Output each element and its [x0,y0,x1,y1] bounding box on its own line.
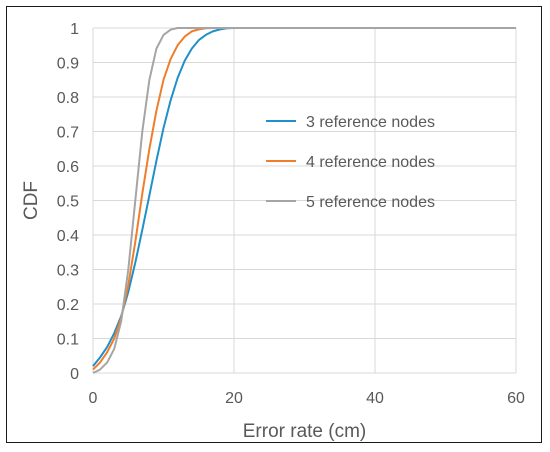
x-tick-label: 20 [225,390,243,407]
series-line-5-nodes [92,27,516,374]
x-tick-labels: 0 20 40 60 [89,390,525,407]
y-tick-label: 0.4 [57,228,79,245]
legend-label: 4 reference nodes [306,154,435,171]
x-axis-title: Error rate (cm) [243,421,367,442]
y-tick-label: 0.6 [57,159,79,176]
series-lines [92,27,516,374]
y-tick-label: 0.1 [57,332,79,349]
x-tick-label: 60 [507,390,525,407]
y-tick-label: 0.3 [57,263,79,280]
y-axis-title: CDF [21,181,42,220]
y-tick-label: 0.2 [57,297,79,314]
series-line-3-nodes [92,27,516,367]
y-gridlines [93,27,516,374]
x-tick-label: 40 [366,390,384,407]
legend: 3 reference nodes 4 reference nodes 5 refe… [266,114,435,211]
legend-label: 3 reference nodes [306,114,435,131]
cdf-chart: 0 0.1 0.2 0.3 0.4 0.5 0.6 0.7 0.8 0.9 1 0 20 40 60 3 … [21,21,525,442]
series-line-4-nodes [92,27,516,371]
x-tick-label: 0 [89,390,98,407]
y-tick-label: 0 [70,366,79,383]
legend-label: 5 reference nodes [306,194,435,211]
y-tick-label: 0.5 [57,194,79,211]
y-tick-label: 1 [70,21,79,38]
chart-frame: 0 0.1 0.2 0.3 0.4 0.5 0.6 0.7 0.8 0.9 1 0 20 40 60 3 … [6,6,542,443]
y-tick-label: 0.9 [57,56,79,73]
x-gridlines [92,28,517,373]
y-tick-label: 0.8 [57,90,79,107]
y-tick-labels: 0 0.1 0.2 0.3 0.4 0.5 0.6 0.7 0.8 0.9 1 [57,21,79,383]
y-tick-label: 0.7 [57,125,79,142]
